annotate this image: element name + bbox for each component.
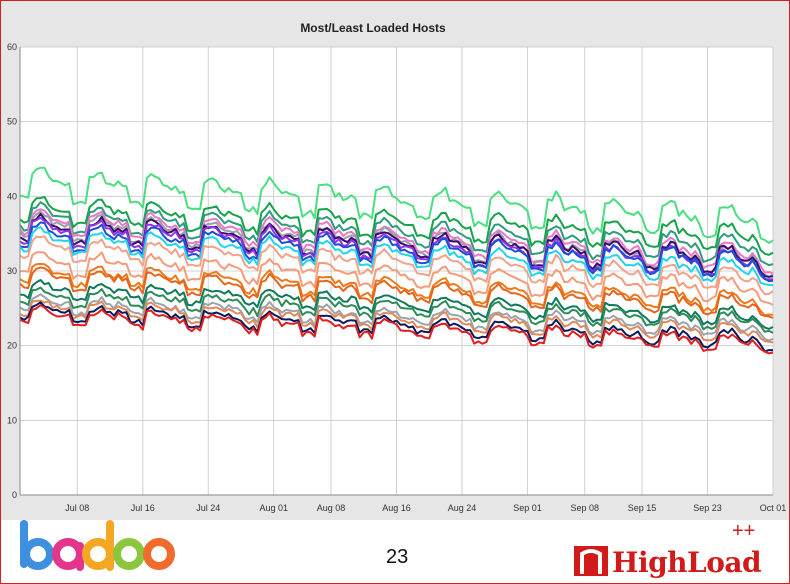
series-line-host-01 (19, 166, 774, 244)
x-tick-label: Sep 08 (570, 503, 599, 513)
y-tick-label: 30 (7, 266, 17, 276)
x-tick-label: Sep 23 (693, 503, 722, 513)
x-tick-label: Aug 08 (317, 503, 346, 513)
x-tick-label: Jul 16 (131, 503, 155, 513)
chart-svg: 0 10 20 30 40 50 60 Jul 08 Jul 16 Jul 24 Aug 01 Aug… (7, 42, 787, 513)
y-tick-label: 60 (7, 42, 17, 52)
chart-title: Most/Least Loaded Hosts (300, 21, 446, 35)
series-line-host-13 (19, 266, 774, 319)
page-number: 23 (386, 546, 409, 568)
series-line-host-14 (19, 279, 774, 330)
x-tick-label: Jul 24 (196, 503, 220, 513)
highload-logo-mark (574, 546, 608, 576)
highload-text: HighLoad (612, 546, 762, 579)
y-tick-label: 50 (7, 117, 17, 127)
y-tick-label: 10 (7, 415, 17, 425)
x-tick-label: Jul 08 (65, 503, 89, 513)
y-tick-label: 0 (12, 490, 17, 500)
series-line-host-17 (19, 299, 774, 344)
x-tick-label: Aug 16 (382, 503, 411, 513)
series-line-host-15 (19, 286, 774, 334)
series-line-host-10 (19, 235, 774, 296)
x-tick-label: Sep 15 (628, 503, 657, 513)
x-tick-label: Aug 24 (448, 503, 477, 513)
badoo-logo (20, 520, 175, 571)
series-line-host-11 (19, 251, 774, 306)
x-tick-label: Sep 01 (513, 503, 542, 513)
series-line-host-19 (19, 304, 774, 355)
highload-plus: ++ (732, 520, 756, 542)
y-tick-label: 20 (7, 341, 17, 351)
y-tick-label: 40 (7, 191, 17, 201)
series-line-host-09 (19, 226, 774, 287)
x-tick-label: Oct 01 (760, 503, 787, 513)
chart-panel: 0 10 20 30 40 50 60 Jul 08 Jul 16 Jul 24 Aug 01 Aug… (0, 0, 790, 520)
x-tick-label: Aug 01 (259, 503, 288, 513)
series-line-host-02 (19, 195, 774, 256)
